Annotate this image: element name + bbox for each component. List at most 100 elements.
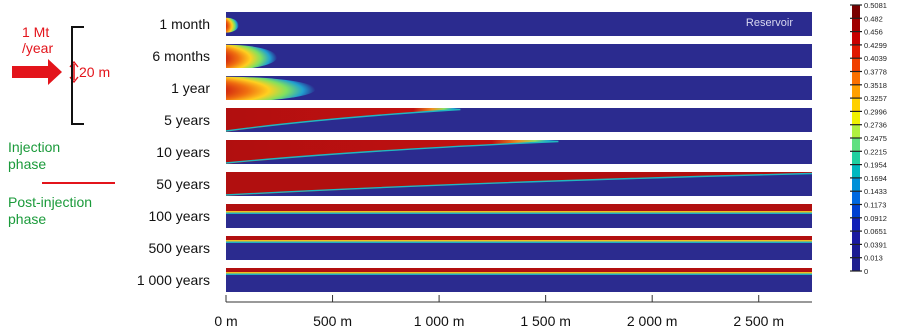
colorbar-label: 0.1433 xyxy=(864,187,887,196)
co2-plume xyxy=(226,140,559,164)
colorbar-swatch xyxy=(852,98,860,112)
plume-fringe xyxy=(225,172,813,196)
x-tick-label: 2 000 m xyxy=(627,313,678,329)
colorbar-swatch xyxy=(852,124,860,138)
colorbar-label: 0.1954 xyxy=(864,161,887,170)
x-tick-label: 2 500 m xyxy=(733,313,784,329)
colorbar-label: 0.4299 xyxy=(864,41,887,50)
timestep-panel: 10 years xyxy=(156,140,812,164)
thickness-label: 20 m xyxy=(79,64,110,80)
timestep-panel: 1 000 years xyxy=(137,268,812,292)
co2-plume xyxy=(226,17,239,33)
reservoir-panel xyxy=(226,12,812,36)
colorbar-swatch xyxy=(852,18,860,32)
plume-fringe xyxy=(225,108,461,132)
timestep-label: 100 years xyxy=(149,208,210,224)
timestep-panel: 6 months xyxy=(152,44,812,68)
colorbar-label: 0.2475 xyxy=(864,134,887,143)
colorbar-label: 0.0391 xyxy=(864,240,887,249)
colorbar-swatch xyxy=(852,177,860,192)
post-injection-phase-line1: Post-injection xyxy=(8,194,92,210)
co2-layer xyxy=(226,268,812,272)
co2-plume xyxy=(226,76,316,100)
co2-plume xyxy=(226,44,278,68)
colorbar-label: 0.1694 xyxy=(864,174,887,183)
co2-layer-fringe xyxy=(226,273,812,275)
x-tick-label: 1 000 m xyxy=(414,313,465,329)
colorbar-swatch xyxy=(852,71,860,85)
timestep-label: 6 months xyxy=(152,48,210,64)
colorbar-swatch xyxy=(852,31,860,45)
colorbar-swatch xyxy=(852,204,860,218)
timestep-label: 50 years xyxy=(156,176,210,192)
colorbar-swatch xyxy=(852,44,860,59)
colorbar-swatch xyxy=(852,111,860,125)
timestep-label: 500 years xyxy=(149,240,210,256)
reservoir-label: Reservoir xyxy=(746,17,793,29)
timestep-label: 1 year xyxy=(171,80,210,96)
colorbar-swatch xyxy=(852,151,860,165)
x-tick-label: 0 m xyxy=(214,313,237,329)
co2-layer-fringe xyxy=(226,240,812,242)
injection-phase-line2: phase xyxy=(8,156,46,172)
co2-layer xyxy=(226,236,812,240)
timestep-label: 5 years xyxy=(164,112,210,128)
reservoir-bracket xyxy=(71,26,84,125)
reservoir-panel xyxy=(226,44,812,68)
co2-plume xyxy=(226,108,461,132)
colorbar-label: 0.482 xyxy=(864,14,883,23)
colorbar-swatch xyxy=(852,164,860,178)
colorbar-swatch xyxy=(852,138,860,152)
timestep-panel: 500 years xyxy=(149,236,812,260)
timestep-panel: 1 month xyxy=(159,12,812,36)
colorbar-swatch xyxy=(852,257,860,271)
colorbar-swatch xyxy=(852,84,860,99)
colorbar-label: 0.013 xyxy=(864,254,883,263)
timestep-label: 1 month xyxy=(159,16,210,32)
x-tick-label: 500 m xyxy=(313,313,352,329)
colorbar-label: 0.3518 xyxy=(864,81,887,90)
colorbar-swatch xyxy=(852,58,860,72)
injection-rate-line2: /year xyxy=(22,40,53,56)
co2-layer-fringe xyxy=(226,211,812,213)
colorbar-swatch xyxy=(852,231,860,245)
colorbar-label: 0.2215 xyxy=(864,147,887,156)
colorbar-label: 0.5081 xyxy=(864,1,887,10)
colorbar-label: 0.456 xyxy=(864,28,883,37)
colorbar-swatch xyxy=(852,217,860,232)
timestep-panel: 1 year xyxy=(171,76,812,100)
co2-layer xyxy=(226,204,812,211)
co2-plume xyxy=(226,172,812,196)
injection-rate-line1: 1 Mt xyxy=(22,24,49,40)
colorbar-label: 0.4039 xyxy=(864,54,887,63)
colorbar-label: 0.0651 xyxy=(864,227,887,236)
co2-layer-fringe xyxy=(226,241,812,243)
injection-arrow-icon xyxy=(12,59,62,85)
reservoir-panel xyxy=(226,76,812,100)
x-axis: 0 m 500 m 1 000 m 1 500 m 2 000 m 2 500 m xyxy=(214,295,812,329)
timestep-panel: 50 years xyxy=(156,172,813,196)
colorbar-label: 0.1173 xyxy=(864,201,886,210)
timestep-label: 10 years xyxy=(156,144,210,160)
x-tick-label: 1 500 m xyxy=(520,313,571,329)
injection-phase-line1: Injection xyxy=(8,139,60,155)
colorbar-label: 0.0912 xyxy=(864,214,887,223)
colorbar-label: 0.3778 xyxy=(864,68,887,77)
timestep-label: 1 000 years xyxy=(137,272,210,288)
timestep-panel: 5 years xyxy=(164,108,812,132)
post-injection-phase-line2: phase xyxy=(8,211,46,227)
co2-layer-fringe xyxy=(226,272,812,274)
timestep-panel: 100 years xyxy=(149,204,812,228)
plume-fringe xyxy=(225,140,559,164)
colorbar-label: 0 xyxy=(864,267,868,276)
colorbar-swatch xyxy=(852,244,860,258)
colorbar-label: 0.2996 xyxy=(864,107,887,116)
colorbar-swatch xyxy=(852,191,860,205)
timestep-panels: 1 month 6 months 1 year 5 years 10 years 50 y… xyxy=(137,12,813,292)
co2-layer-fringe xyxy=(226,212,812,214)
colorbar-label: 0.3257 xyxy=(864,94,887,103)
colorbar-swatch xyxy=(852,5,860,19)
colorbar: 0.5081 0.482 0.456 0.4299 0.4039 0.3778 0.3518… xyxy=(850,1,887,276)
colorbar-label: 0.2736 xyxy=(864,121,887,130)
